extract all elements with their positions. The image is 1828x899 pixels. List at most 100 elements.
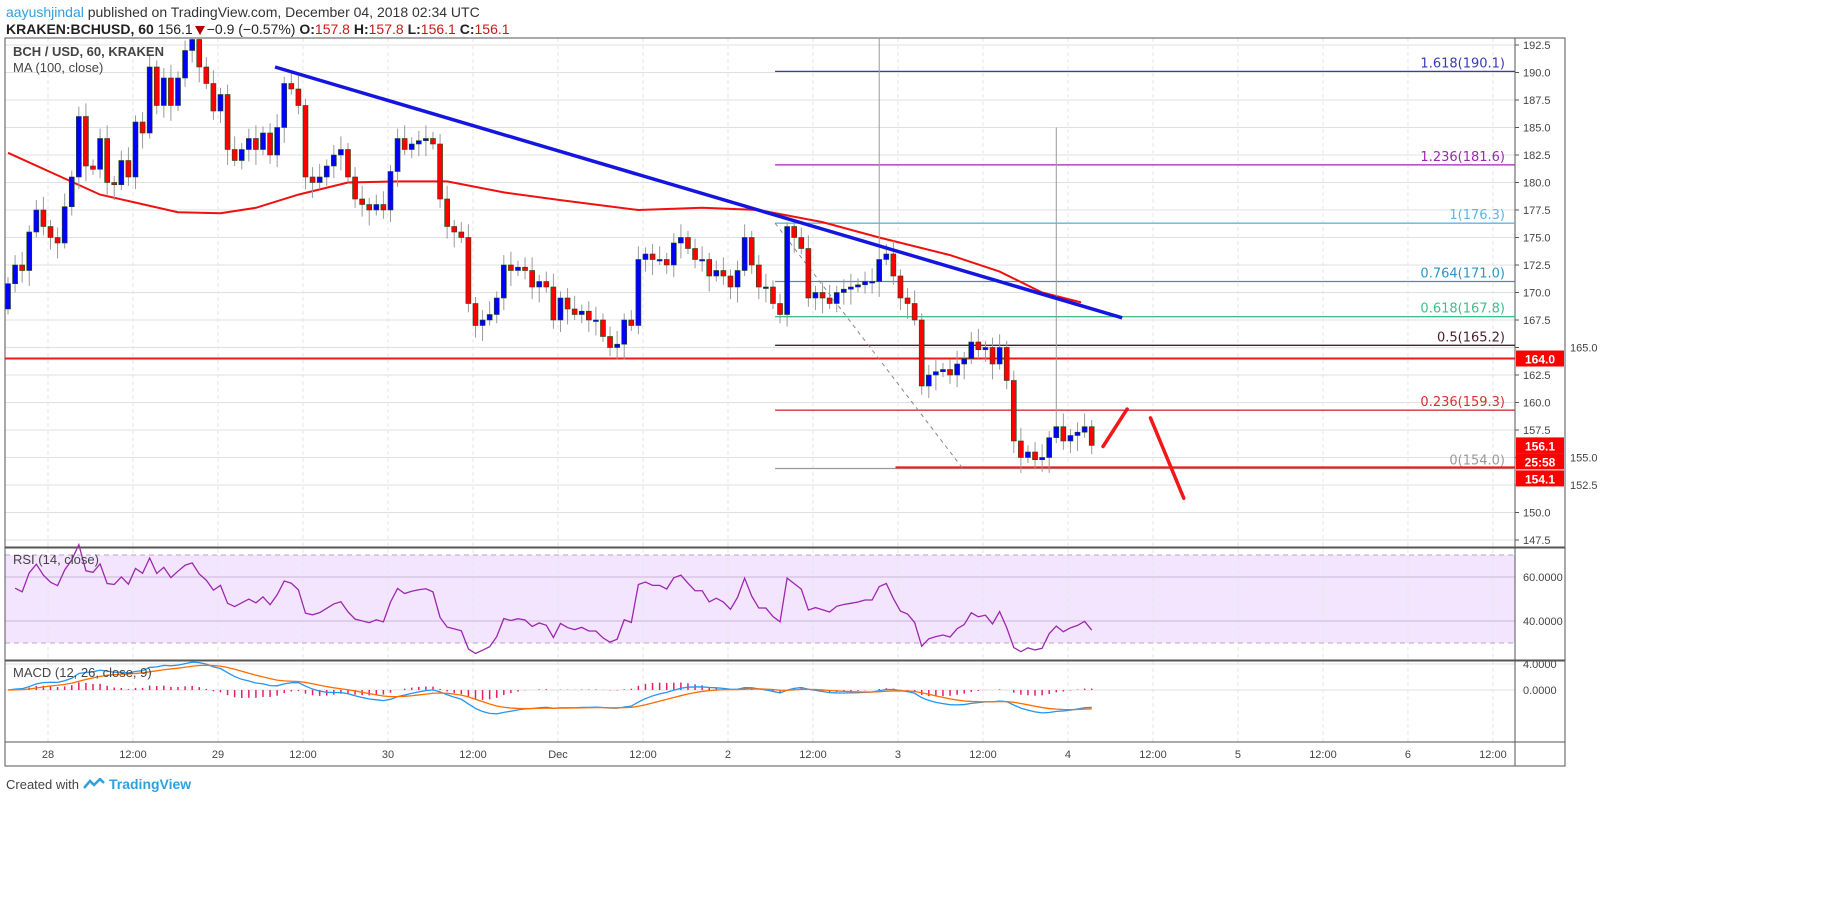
price-badge-label: 25:58: [1525, 455, 1556, 469]
candle-up: [338, 149, 344, 156]
candle-down: [444, 198, 450, 227]
candle-up: [876, 259, 883, 282]
author-link[interactable]: aayushjindal: [6, 4, 84, 20]
candle-down: [47, 226, 54, 238]
time-tick-label: 12:00: [289, 749, 317, 761]
candle-up: [515, 266, 521, 271]
candle-down: [918, 319, 925, 387]
candle-up: [713, 270, 720, 277]
candle-down: [628, 319, 635, 326]
time-tick-label: 30: [382, 749, 394, 761]
candle-down: [430, 138, 436, 145]
candle-up: [161, 77, 167, 106]
candle-up: [933, 371, 939, 376]
candle-up: [394, 138, 401, 172]
price-tick-label: 175.0: [1523, 233, 1551, 245]
price-badge-label: 164.0: [1525, 353, 1555, 367]
candle-up: [1067, 435, 1074, 442]
price-tick-label: 172.5: [1523, 260, 1551, 272]
down-arrow-icon: [194, 25, 205, 35]
candle-up: [642, 253, 649, 260]
candle-up: [238, 149, 245, 161]
candle-up: [408, 143, 415, 150]
candle-up: [855, 284, 861, 288]
price-tick-label: 150.0: [1523, 508, 1551, 520]
candle-down: [522, 266, 528, 271]
fib-level-label: 0(154.0): [1449, 454, 1505, 469]
candle-up: [373, 204, 380, 211]
price-tick-label: 147.5: [1523, 535, 1551, 547]
candle-down: [83, 116, 89, 167]
price-change: −0.9 (−0.57%): [206, 21, 296, 37]
candle-up: [982, 347, 989, 350]
tradingview-logo-icon: [83, 778, 105, 789]
candle-up: [175, 77, 181, 106]
candle-down: [543, 281, 550, 288]
candle-down: [125, 160, 132, 178]
candle-down: [54, 237, 61, 244]
candle-up: [423, 138, 429, 141]
rsi-tick-label: 60.0000: [1523, 572, 1563, 584]
ma100-line: [7, 151, 1082, 304]
candle-up: [656, 259, 663, 262]
candle-up: [26, 231, 33, 271]
candle-down: [231, 149, 238, 161]
rsi-legend: RSI (14, close): [13, 552, 99, 567]
candle-down: [352, 176, 358, 200]
candle-up: [621, 319, 628, 345]
candle-up: [479, 319, 486, 326]
candle-down: [380, 204, 387, 211]
candle-up: [132, 121, 139, 178]
candle-up: [883, 253, 890, 260]
candle-down: [975, 341, 982, 350]
candle-up: [5, 283, 11, 310]
candle-down: [465, 237, 472, 304]
panel-frame: [4, 660, 1566, 743]
ma-legend: MA (100, close): [13, 60, 104, 75]
candle-up: [763, 286, 769, 289]
rsi-band-fill: [5, 555, 1515, 643]
candle-down: [309, 176, 316, 183]
candle-down: [203, 66, 210, 84]
tradingview-brand[interactable]: TradingView: [108, 776, 192, 792]
fib-level-label: 0.236(159.3): [1420, 395, 1505, 410]
fib-level-label: 1.236(181.6): [1420, 150, 1505, 165]
candle-up: [578, 310, 585, 315]
price-tick-label: 185.0: [1523, 123, 1551, 135]
candle-down: [571, 308, 578, 315]
high-value: 157.8: [368, 21, 404, 37]
candle-down: [649, 253, 656, 260]
fib-level-label: 0.618(167.8): [1420, 302, 1505, 317]
close-value: 156.1: [474, 21, 510, 37]
candle-down: [153, 66, 160, 106]
candle-down: [288, 83, 295, 90]
candle-up: [316, 176, 323, 183]
candle-up: [68, 176, 75, 208]
panel-frame: [4, 37, 1566, 767]
candle-up: [61, 206, 68, 244]
candle-up: [961, 358, 968, 365]
time-tick-label: 12:00: [1309, 749, 1337, 761]
candle-down: [819, 292, 826, 299]
candle-down: [1018, 440, 1024, 458]
rsi-line: [14, 542, 1093, 655]
candle-down: [401, 138, 408, 150]
candle-down: [253, 138, 259, 150]
candle-up: [1081, 426, 1088, 433]
candle-up: [614, 343, 620, 348]
candle-down: [826, 297, 833, 304]
candle-down: [692, 248, 698, 260]
price-badge: [1516, 453, 1564, 470]
candle-down: [748, 237, 755, 266]
time-tick-label: 6: [1405, 749, 1411, 761]
candle-up: [281, 83, 288, 128]
candle-down: [302, 105, 309, 178]
candle-down: [1003, 347, 1010, 381]
candle-up: [1046, 437, 1053, 458]
candle-up: [536, 281, 543, 288]
footer: Created with TradingView: [6, 776, 191, 792]
price-badge: [1516, 350, 1564, 367]
price-tick-label: 180.0: [1523, 178, 1551, 190]
candle-up: [1025, 451, 1031, 458]
